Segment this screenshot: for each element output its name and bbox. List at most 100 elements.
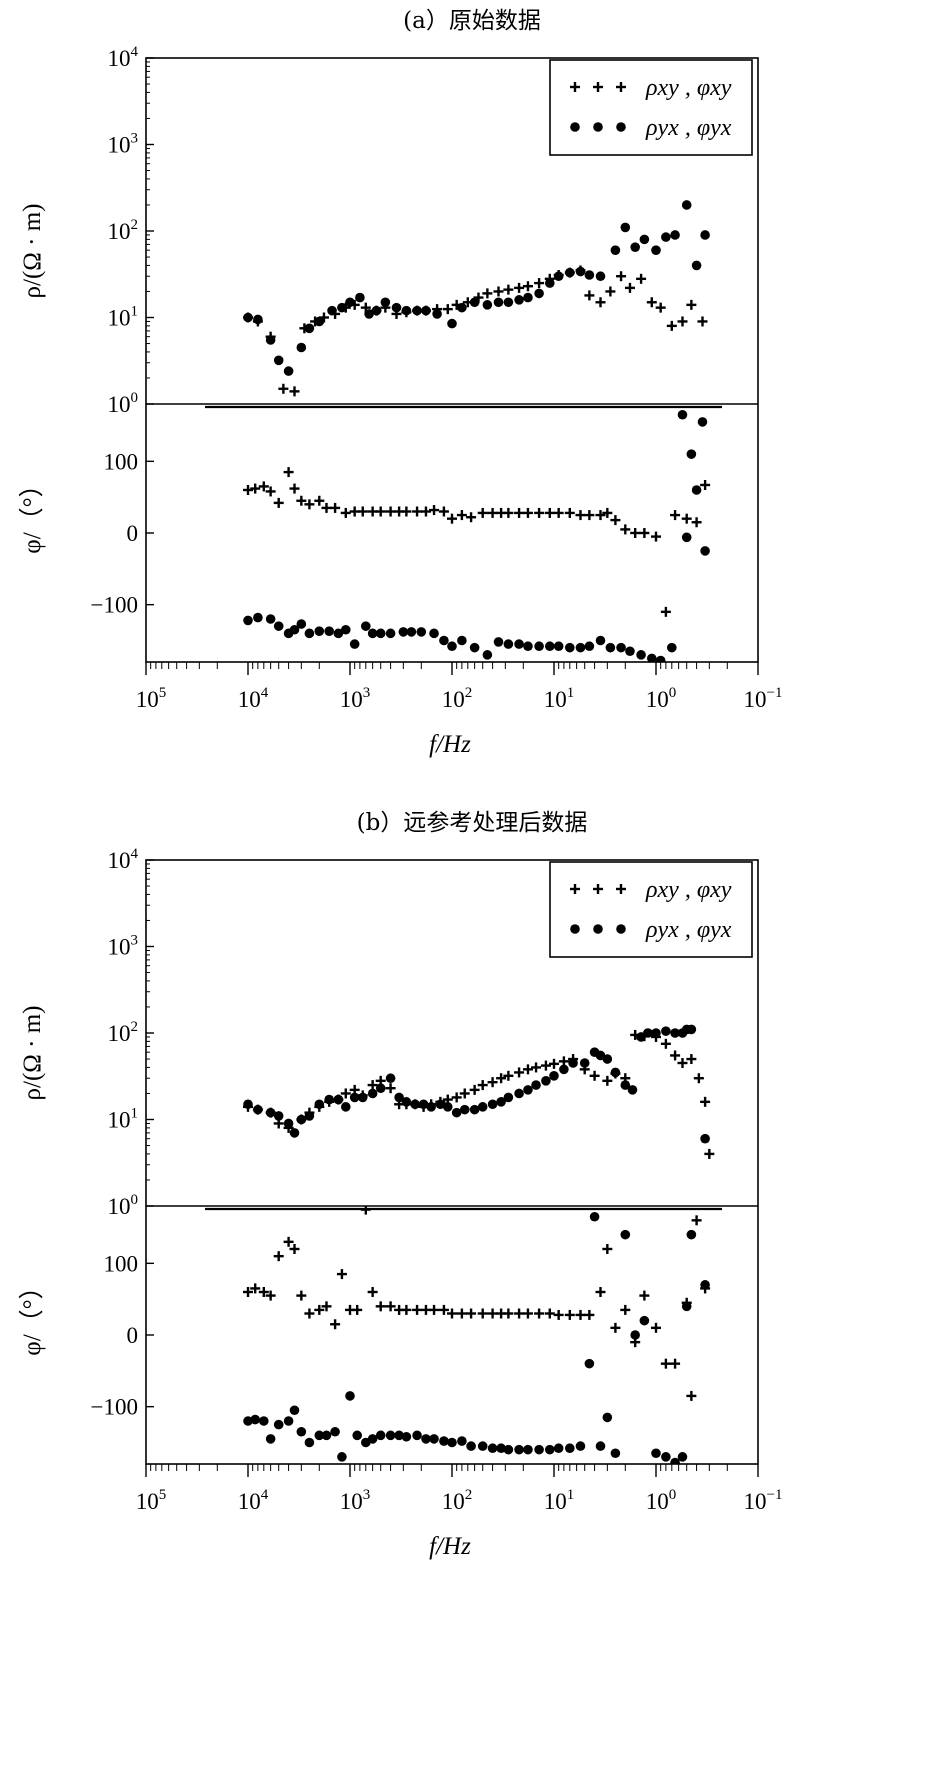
panel-b-phase-tick-label: −100 — [91, 1395, 138, 1420]
panel-b-rho-yx-point — [304, 1111, 315, 1121]
panel-a-phi-yx-point — [523, 641, 533, 652]
panel-b-phi-yx-point — [610, 1448, 621, 1459]
panel-b-rho-yx-point — [579, 1058, 590, 1068]
panel-b-rho-yx-point — [426, 1102, 436, 1112]
panel-a-legend-label: ρxy , φxy — [645, 75, 732, 101]
panel-a-phi-yx-point — [289, 624, 300, 635]
panel-a-phase-ylabel: φ/（°） — [18, 472, 46, 553]
panel-a-phi-yx-point — [457, 635, 467, 646]
panel-a-rho-yx-point — [534, 288, 544, 299]
panel-b-phi-yx-point — [283, 1416, 294, 1426]
panel-a-rho-yx-point — [304, 323, 315, 334]
panel-a-phi-yx-point — [514, 639, 524, 649]
panel-a-phi-yx-point — [686, 449, 697, 459]
panel-b-rho-yx-point — [568, 1058, 578, 1068]
panel-b-phi-yx-point — [503, 1444, 514, 1455]
panel-b-x-tick-label: 100 — [646, 1487, 677, 1514]
panel-b-rho-tick-label: 104 — [108, 846, 139, 873]
panel-b-rho-yx-point — [487, 1099, 498, 1110]
panel-a-phi-yx-point — [314, 626, 325, 636]
panel-a-x-tick-label: 102 — [442, 685, 473, 712]
panel-a-rho-yx-point — [391, 302, 402, 313]
panel-a-phi-yx-point — [544, 641, 555, 652]
panel-b-rho-yx-point — [651, 1028, 661, 1038]
panel-a-phi-yx-point — [265, 614, 276, 624]
panel-a-rho-yx-point — [639, 234, 650, 245]
panel-a-x-tick-label: 104 — [238, 685, 269, 712]
panel-b-phi-yx-point — [514, 1444, 524, 1455]
panel-b-phi-yx-point — [385, 1430, 396, 1441]
panel-b-rho-yx-point — [243, 1099, 253, 1110]
panel-a-title: (a）原始数据 — [403, 8, 541, 34]
panel-a-rho-yx-point — [544, 278, 555, 288]
panel-a-rho-yx-point — [503, 297, 514, 308]
panel-a-rho-yx-point — [273, 355, 284, 366]
panel-a-rho-yx-point — [584, 270, 595, 280]
panel-b-phi-yx-point — [314, 1430, 325, 1441]
panel-b-rho-yx-point — [523, 1085, 533, 1095]
panel-a-rho-yx-point — [243, 312, 253, 323]
panel-a-phi-yx-point — [406, 627, 417, 637]
panel-b-rho-yx-point — [314, 1099, 325, 1110]
panel-a-phi-yx-point — [349, 639, 360, 649]
panel-a-rho-yx-point — [296, 342, 307, 353]
panel-b-phi-yx-point — [457, 1436, 467, 1446]
panel-b-rho-yx-point — [549, 1071, 559, 1081]
panel-a-phase-tick-label: −100 — [91, 593, 138, 618]
panel-b-phi-yx-point — [394, 1430, 404, 1441]
panel-a-legend-marker-dot — [570, 122, 580, 132]
panel-a-phase-tick-label: 100 — [104, 449, 139, 474]
panel-a-rho-yx-point — [253, 314, 263, 325]
panel-a-phi-yx-point — [469, 642, 480, 653]
panel-a-phi-yx-point — [565, 642, 575, 653]
panel-a-rho-yx-point — [432, 309, 442, 319]
panel-a-rho-yx-point — [565, 267, 575, 278]
panel-b-rho-yx-point — [610, 1067, 621, 1078]
panel-a-legend-marker-dot — [616, 122, 626, 132]
panel-a-legend: ρxy , φxy ρyx , φyx — [549, 59, 753, 156]
panel-b-rho-yx-point — [559, 1064, 569, 1075]
panel-a-phi-yx-point — [493, 637, 504, 647]
panel-b-phase-tick-label: 100 — [104, 1251, 139, 1276]
panel-a-legend-box — [549, 59, 753, 156]
panel-a-legend-marker-dot — [593, 122, 603, 132]
panel-b-rho-yx-point — [410, 1099, 420, 1110]
panel-b-legend-label: ρxy , φxy — [645, 877, 732, 903]
panel-a-rho-yx-point — [283, 366, 294, 376]
panel-a-phi-yx-point — [243, 615, 253, 626]
panel-b-phi-yx-point — [321, 1430, 332, 1441]
panel-b-rho-yx-point — [401, 1097, 412, 1107]
panel-b-phi-yx-point — [401, 1431, 412, 1442]
panel-b-phase-ylabel: φ/（°） — [18, 1274, 46, 1355]
panel-b-phi-yx-point — [661, 1452, 671, 1462]
panel-a-phi-yx-point — [482, 650, 493, 660]
panel-b-rho-yx-point — [324, 1094, 334, 1105]
panel-b: (b）远参考处理后数据 100 101 102 103 104 100 0 −100 105 104… — [18, 810, 782, 1560]
panel-a-rho-yx-point — [514, 295, 524, 305]
panel-b-phi-yx-point — [487, 1443, 498, 1454]
panel-b-rho-yx-point — [661, 1026, 671, 1036]
panel-a-phi-yx-point — [273, 621, 284, 631]
panel-a-rho-yx-point — [610, 245, 621, 255]
panel-a-phi-yx-point — [616, 642, 626, 653]
panel-a-rho-yx-point — [401, 305, 412, 316]
panel-a-phi-yx-point — [605, 642, 616, 653]
panel-a-phi-yx-point — [636, 650, 646, 660]
panel-b-rho-yx-point — [459, 1104, 470, 1115]
panel-a-rho-yx-point — [651, 245, 661, 255]
panel-a-phi-yx-point — [667, 642, 677, 653]
panel-a-rho-points — [243, 200, 710, 397]
panel-b-x-tick-label: 105 — [136, 1487, 167, 1514]
panel-a-rho-yx-point — [371, 305, 382, 316]
panel-a-rho-yx-point — [421, 305, 431, 316]
panel-b-phi-yx-point — [595, 1441, 606, 1451]
panel-a-phi-yx-point — [700, 546, 710, 556]
panel-b-rho-yx-point — [349, 1092, 360, 1103]
panel-a-rho-tick-label: 101 — [108, 304, 139, 331]
panel-a-phi-yx-point — [697, 417, 708, 427]
panel-a-rho-ylabel: ρ/(Ω · m) — [19, 204, 46, 299]
panel-b-rho-tick-label: 101 — [108, 1106, 139, 1133]
panel-b-xlabel: f/Hz — [429, 1533, 471, 1560]
panel-b-rho-yx-point — [643, 1028, 653, 1038]
